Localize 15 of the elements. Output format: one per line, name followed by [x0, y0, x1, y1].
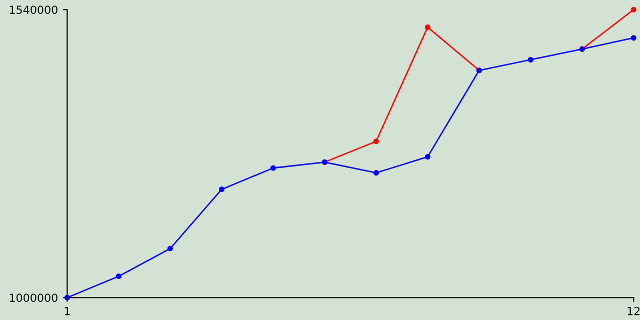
- point: [373, 170, 379, 176]
- point: [373, 138, 379, 144]
- point: [630, 6, 636, 12]
- x-tick-label: 12: [628, 306, 640, 316]
- point: [424, 154, 430, 160]
- point: [218, 186, 224, 192]
- y-tick-label: 1540000: [10, 6, 58, 14]
- point: [528, 56, 534, 63]
- point: [167, 246, 173, 252]
- point: [630, 35, 636, 41]
- point: [270, 165, 276, 171]
- y-tick-label: 1000000: [10, 294, 58, 302]
- x-tick-label: 1: [64, 306, 70, 316]
- point: [116, 273, 122, 280]
- point: [424, 24, 430, 30]
